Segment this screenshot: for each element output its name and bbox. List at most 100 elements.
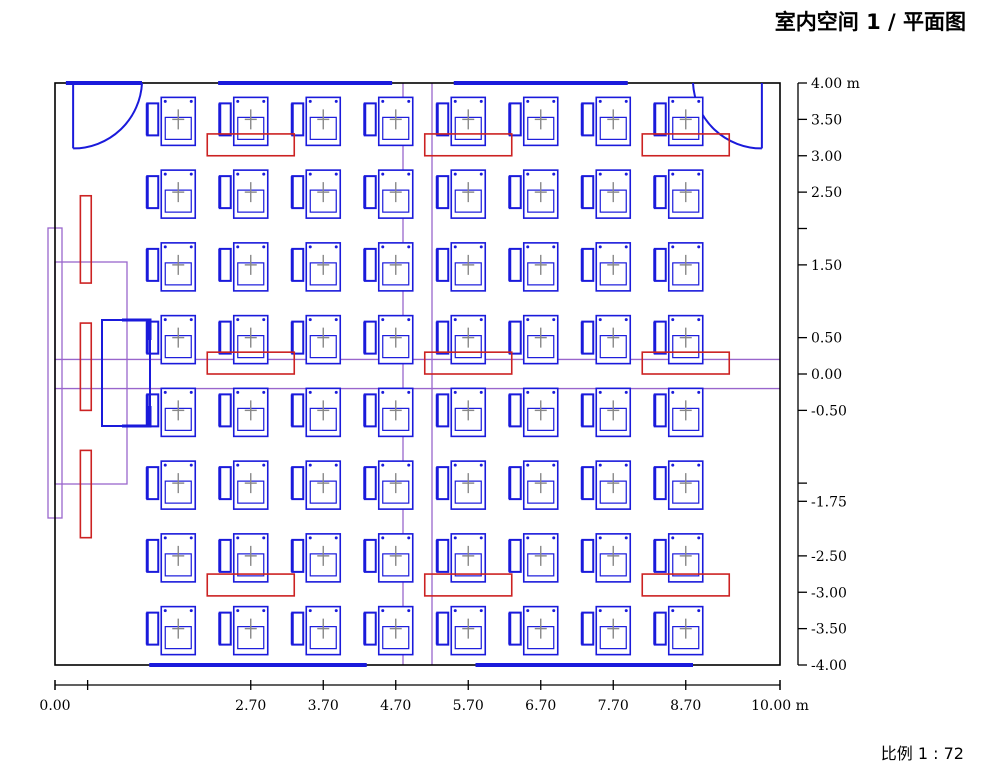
chair-seat (436, 247, 450, 282)
lamp (206, 351, 296, 375)
desk-bolt (381, 318, 385, 322)
seat-unit (508, 314, 559, 365)
desk-bolt (163, 172, 167, 176)
lamp (206, 133, 296, 157)
desk (232, 460, 269, 510)
desk-bolt (526, 172, 530, 176)
desk-bolt (308, 609, 312, 613)
chair-seat (218, 611, 232, 646)
seat-unit (363, 387, 414, 438)
desk-bolt (308, 99, 312, 103)
desk-bolt (624, 609, 628, 613)
desk-bolt (671, 318, 675, 322)
chair-seat (508, 538, 522, 573)
chair-seat (291, 611, 305, 646)
desk-bolt (407, 172, 411, 176)
desk-bolt (671, 172, 675, 176)
desk-bolt (262, 390, 266, 394)
desk-bolt (407, 245, 411, 249)
desk-bolt (479, 463, 483, 467)
desk-bolt (381, 536, 385, 540)
seat-unit (290, 605, 342, 656)
seat-unit (218, 96, 269, 147)
chair-seat (146, 247, 160, 282)
y-tick-label: 3.00 (811, 149, 842, 165)
desk-bolt (189, 99, 193, 103)
seat-unit (653, 314, 704, 365)
desk-bolt (262, 463, 266, 467)
seat-unit (363, 460, 414, 510)
desk-bolt (334, 318, 338, 322)
seat-unit (435, 314, 487, 365)
desk-bolt (453, 609, 457, 613)
desk-bolt (407, 463, 411, 467)
chair-seat (146, 611, 160, 646)
desk-bolt (552, 172, 556, 176)
desk-bolt (526, 245, 530, 249)
seat-unit (218, 169, 269, 219)
desk-bolt (407, 390, 411, 394)
desk (667, 242, 704, 292)
desk-bolt (308, 245, 312, 249)
y-tick-label: 1.50 (811, 258, 842, 274)
lamp (423, 573, 513, 597)
desk-bolt (598, 609, 602, 613)
desk-bolt (236, 463, 240, 467)
x-tick-label: 3.70 (308, 698, 339, 714)
x-ruler: 0.00 2.70 3.70 4.70 5.70 6.70 7.70 8.70 10.00 m (39, 680, 809, 714)
x-tick-label: 7.70 (598, 698, 629, 714)
seat-unit (435, 605, 487, 656)
chair-seat (653, 611, 667, 646)
seat-unit (580, 169, 632, 219)
desk-bolt (189, 609, 193, 613)
desk-bolt (671, 609, 675, 613)
seat-unit (363, 533, 414, 583)
desk-bolt (624, 463, 628, 467)
chair-seat (218, 247, 232, 282)
desk-bolt (697, 99, 701, 103)
lamp (423, 133, 513, 157)
room-outline (54, 82, 781, 666)
x-tick-label: 6.70 (525, 698, 556, 714)
desk-bolt (552, 536, 556, 540)
chair-seat (653, 466, 667, 501)
chair-seat (436, 320, 450, 355)
desk-bolt (189, 318, 193, 322)
chair-seat (508, 466, 522, 501)
lamp (641, 351, 731, 375)
seat-unit (508, 533, 559, 583)
seat-unit (363, 605, 414, 656)
desk-bolt (262, 318, 266, 322)
desk-bolt (526, 318, 530, 322)
seat-grid (145, 96, 704, 656)
y-ruler: 4.00 m 3.50 3.00 2.50 1.50 0.50 0.00 -0.50 -1.75… (797, 76, 860, 674)
chair-seat (218, 538, 232, 573)
lamp (79, 322, 93, 412)
lamp (79, 449, 93, 539)
desk-bolt (262, 245, 266, 249)
desk-bolt (236, 245, 240, 249)
seat-unit (435, 460, 487, 510)
chair-seat (581, 611, 595, 646)
desk-bolt (381, 463, 385, 467)
desk-bolt (308, 318, 312, 322)
desk-bolt (308, 536, 312, 540)
desk-bolt (163, 318, 167, 322)
seat-unit (653, 96, 704, 147)
seat-unit (580, 314, 632, 365)
chair-seat (653, 393, 667, 428)
chair-seat (363, 247, 377, 282)
desk-bolt (697, 318, 701, 322)
desk-bolt (552, 245, 556, 249)
doors (72, 82, 763, 150)
desk-bolt (697, 172, 701, 176)
chair-seat (436, 611, 450, 646)
y-tick-label: 0.00 (811, 367, 842, 383)
desk-bolt (624, 536, 628, 540)
seat-unit (218, 314, 269, 365)
chair-seat (291, 466, 305, 501)
desk-bolt (624, 390, 628, 394)
desk-bolt (598, 245, 602, 249)
seat-unit (653, 460, 704, 510)
